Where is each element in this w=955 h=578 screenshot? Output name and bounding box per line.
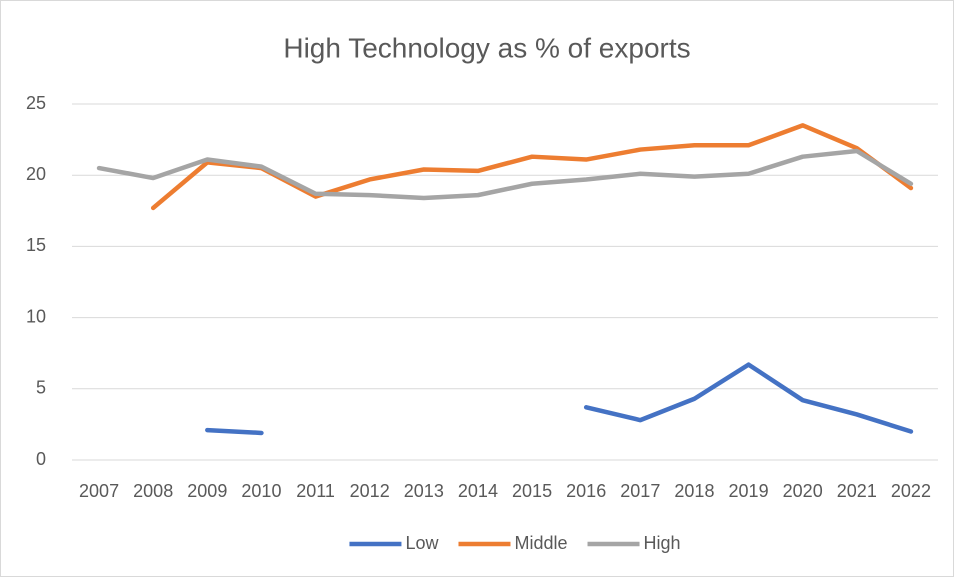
line-series — [205, 362, 914, 436]
y-tick-label: 0 — [36, 449, 46, 469]
legend-label: Low — [405, 533, 439, 553]
x-tick-label: 2022 — [891, 481, 931, 501]
x-tick-label: 2011 — [296, 481, 335, 501]
x-tick-label: 2012 — [350, 481, 390, 501]
y-tick-label: 10 — [26, 306, 46, 326]
x-tick-label: 2013 — [404, 481, 444, 501]
chart-title: High Technology as % of exports — [283, 32, 690, 63]
x-tick-label: 2019 — [729, 481, 769, 501]
x-tick-label: 2014 — [458, 481, 498, 501]
x-tick-label: 2016 — [566, 481, 606, 501]
y-tick-label: 5 — [36, 378, 46, 398]
x-tick-label: 2021 — [837, 481, 877, 501]
legend-label: Middle — [514, 533, 567, 553]
legend-label: High — [644, 533, 681, 553]
x-tick-label: 2009 — [187, 481, 227, 501]
x-tick-label: 2007 — [79, 481, 119, 501]
y-tick-label: 25 — [26, 93, 46, 113]
y-tick-label: 20 — [26, 164, 46, 184]
x-tick-label: 2018 — [674, 481, 714, 501]
line-series — [96, 148, 914, 201]
y-tick-label: 15 — [26, 235, 46, 255]
x-tick-label: 2008 — [133, 481, 173, 501]
x-tick-label: 2020 — [783, 481, 823, 501]
x-tick-label: 2017 — [620, 481, 660, 501]
x-tick-label: 2010 — [241, 481, 281, 501]
x-tick-label: 2015 — [512, 481, 552, 501]
